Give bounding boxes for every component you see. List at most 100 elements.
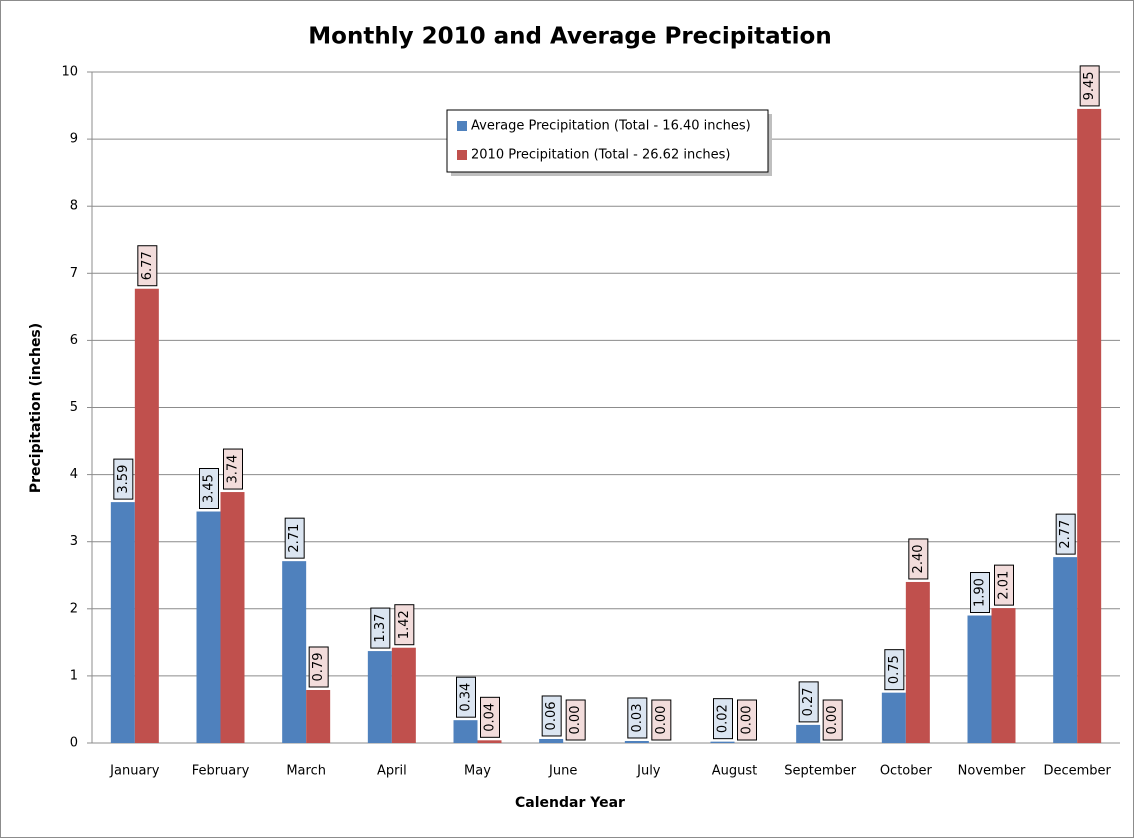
value-label: 0.06 bbox=[544, 701, 559, 730]
value-label: 3.45 bbox=[202, 474, 217, 503]
value-label-box bbox=[970, 572, 990, 614]
chart-title: Monthly 2010 and Average Precipitation bbox=[308, 24, 831, 50]
x-tick-label: October bbox=[880, 764, 933, 779]
y-tick-label: 1 bbox=[70, 668, 78, 683]
value-label: 0.34 bbox=[459, 683, 474, 712]
value-label-box bbox=[627, 697, 648, 739]
value-label-box bbox=[199, 468, 219, 510]
value-label: 0.27 bbox=[801, 687, 816, 716]
y-tick-label: 2 bbox=[70, 601, 78, 616]
value-label: 2.40 bbox=[911, 544, 926, 573]
y-tick-label: 10 bbox=[61, 65, 78, 80]
value-label: 1.37 bbox=[373, 614, 388, 643]
x-tick-label: July bbox=[636, 764, 661, 779]
x-tick-label: May bbox=[464, 764, 491, 779]
value-label: 0.79 bbox=[311, 653, 326, 682]
bar bbox=[220, 492, 245, 743]
x-tick-label: August bbox=[712, 764, 758, 779]
value-label-box bbox=[480, 696, 500, 738]
bar bbox=[453, 720, 478, 743]
y-axis-title: Precipitation (inches) bbox=[28, 323, 44, 493]
bar bbox=[967, 615, 992, 743]
value-label: 0.00 bbox=[740, 706, 755, 735]
bar bbox=[477, 740, 502, 743]
legend-swatch bbox=[457, 150, 467, 160]
value-label: 0.02 bbox=[716, 704, 731, 733]
value-label-box bbox=[1055, 513, 1076, 555]
value-label: 1.42 bbox=[397, 610, 412, 639]
bar bbox=[539, 738, 564, 743]
value-label-box bbox=[541, 695, 562, 737]
bar bbox=[991, 608, 1016, 743]
value-label: 0.00 bbox=[825, 706, 840, 735]
value-label-box bbox=[908, 538, 929, 580]
value-label: 0.75 bbox=[887, 655, 902, 684]
value-label-box bbox=[798, 681, 819, 723]
x-tick-label: September bbox=[784, 764, 857, 779]
value-label: 2.01 bbox=[997, 571, 1012, 600]
value-label-box bbox=[456, 676, 476, 718]
value-label-box bbox=[994, 564, 1014, 606]
bar bbox=[1077, 108, 1102, 743]
value-label: 0.04 bbox=[483, 703, 498, 732]
x-tick-label: March bbox=[286, 764, 326, 779]
bar bbox=[881, 692, 906, 743]
bar bbox=[282, 561, 307, 743]
bar bbox=[367, 651, 392, 743]
value-label: 2.77 bbox=[1058, 520, 1073, 549]
value-label: 1.90 bbox=[973, 578, 988, 607]
value-label-box bbox=[565, 699, 586, 741]
x-tick-label: November bbox=[958, 764, 1026, 779]
bar bbox=[624, 740, 649, 743]
legend-swatch bbox=[457, 121, 467, 131]
y-tick-label: 7 bbox=[70, 266, 78, 281]
y-tick-label: 0 bbox=[70, 736, 78, 751]
x-axis-title: Calendar Year bbox=[515, 795, 625, 811]
bar bbox=[391, 647, 416, 743]
x-tick-label: January bbox=[109, 764, 160, 779]
value-label-box bbox=[394, 604, 415, 646]
value-label-box bbox=[370, 607, 391, 649]
value-label-box bbox=[284, 517, 305, 559]
bar bbox=[905, 581, 930, 743]
y-tick-label: 5 bbox=[70, 400, 78, 415]
bar bbox=[710, 741, 735, 743]
value-label-box bbox=[884, 649, 905, 691]
value-label: 0.00 bbox=[654, 706, 669, 735]
value-label: 0.00 bbox=[568, 706, 583, 735]
value-label-box bbox=[737, 699, 757, 741]
y-tick-label: 9 bbox=[70, 132, 78, 147]
value-label-box bbox=[1079, 65, 1100, 107]
y-tick-label: 4 bbox=[70, 467, 78, 482]
bar bbox=[196, 511, 221, 743]
y-tick-label: 8 bbox=[70, 199, 78, 214]
y-tick-label: 6 bbox=[70, 333, 78, 348]
legend-label: 2010 Precipitation (Total - 26.62 inches… bbox=[471, 148, 730, 163]
x-tick-label: December bbox=[1043, 764, 1111, 779]
x-tick-label: February bbox=[192, 764, 250, 779]
legend bbox=[446, 109, 769, 173]
bar bbox=[306, 689, 331, 743]
bar bbox=[796, 724, 821, 743]
value-label-box bbox=[822, 699, 843, 741]
x-tick-label: April bbox=[377, 764, 407, 779]
value-label-box bbox=[137, 245, 158, 287]
value-label-box bbox=[223, 448, 243, 490]
value-label-box bbox=[651, 699, 672, 741]
value-label: 6.77 bbox=[140, 251, 155, 280]
value-label: 3.74 bbox=[226, 455, 241, 484]
value-label-box bbox=[713, 698, 733, 740]
bar bbox=[134, 288, 159, 743]
value-label: 2.71 bbox=[287, 524, 302, 553]
value-label-box bbox=[308, 646, 329, 688]
legend-label: Average Precipitation (Total - 16.40 inc… bbox=[471, 119, 751, 134]
value-label: 3.59 bbox=[116, 465, 131, 494]
x-tick-label: June bbox=[548, 764, 577, 779]
bar bbox=[110, 502, 135, 743]
value-label-box bbox=[113, 458, 134, 500]
value-label: 9.45 bbox=[1082, 71, 1097, 100]
y-tick-label: 3 bbox=[70, 534, 78, 549]
value-label: 0.03 bbox=[630, 704, 645, 733]
